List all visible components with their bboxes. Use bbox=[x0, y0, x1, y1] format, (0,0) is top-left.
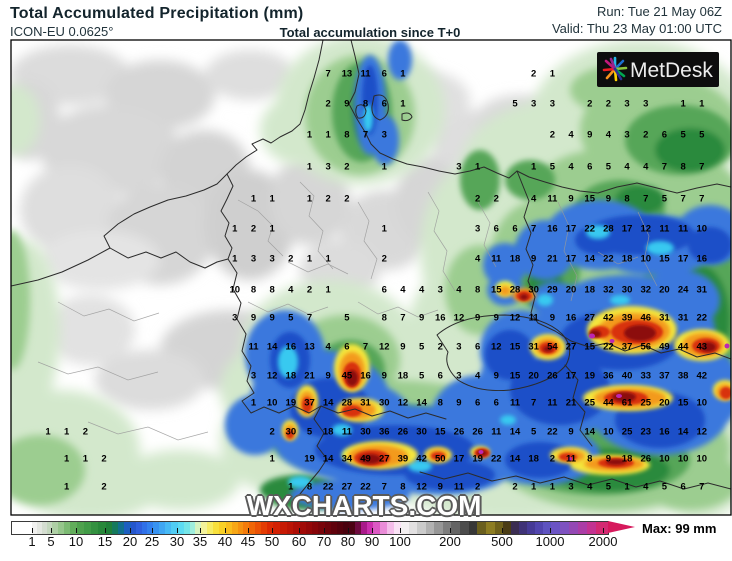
magenta-layer bbox=[478, 333, 730, 461]
colorbar-tick bbox=[76, 528, 77, 533]
colorbar-tick bbox=[152, 528, 153, 533]
colorbar-label: 40 bbox=[217, 534, 233, 549]
colorbar-label: 15 bbox=[97, 534, 113, 549]
colorbar-tick bbox=[272, 528, 273, 533]
page-title: Total Accumulated Precipitation (mm) bbox=[10, 5, 304, 22]
colorbar-label: 200 bbox=[439, 534, 461, 549]
colorbar-tick bbox=[177, 528, 178, 533]
colorbar-tick bbox=[130, 528, 131, 533]
colorbar-tick bbox=[603, 528, 604, 533]
colorbar-label: 45 bbox=[240, 534, 256, 549]
country-borders bbox=[11, 40, 731, 495]
colorbar-arrow bbox=[608, 521, 635, 533]
dark-red-layer bbox=[346, 294, 716, 465]
colorbar-label: 80 bbox=[340, 534, 356, 549]
colorbar-label: 500 bbox=[491, 534, 513, 549]
colorbar-label: 70 bbox=[316, 534, 332, 549]
colorbar-gradient bbox=[11, 521, 609, 535]
colorbar-tick bbox=[372, 528, 373, 533]
colorbar-tick bbox=[502, 528, 503, 533]
colorbar-label: 35 bbox=[192, 534, 208, 549]
internal-borders bbox=[37, 181, 658, 441]
colorbar-label: 10 bbox=[68, 534, 84, 549]
metdesk-star-icon bbox=[602, 56, 628, 82]
run-time-label: Run: Tue 21 May 06Z bbox=[596, 4, 722, 19]
colorbar-label: 30 bbox=[169, 534, 185, 549]
colorbar-label: 2000 bbox=[588, 534, 618, 549]
valid-time-label: Valid: Thu 23 May 01:00 UTC bbox=[551, 21, 722, 36]
max-value-label: Max: 99 mm bbox=[642, 521, 717, 536]
colorbar-label: 90 bbox=[364, 534, 380, 549]
colorbar-tick bbox=[200, 528, 201, 533]
colorbar-label: 1000 bbox=[535, 534, 565, 549]
colorbar-tick bbox=[248, 528, 249, 533]
colorbar-label: 1 bbox=[28, 534, 36, 549]
colorbar-label: 5 bbox=[47, 534, 55, 549]
colorbar-tick bbox=[550, 528, 551, 533]
colorbar-label: 25 bbox=[144, 534, 160, 549]
colorbar-label: 20 bbox=[122, 534, 138, 549]
colorbar-label: 60 bbox=[291, 534, 307, 549]
cyan-layer bbox=[278, 104, 674, 488]
map-frame bbox=[10, 39, 732, 516]
colorbar-tick bbox=[105, 528, 106, 533]
metdesk-logo: MetDesk bbox=[597, 52, 719, 87]
colorbar-tick bbox=[450, 528, 451, 533]
colorbar-tick bbox=[348, 528, 349, 533]
metdesk-logo-text: MetDesk bbox=[630, 59, 713, 82]
accumulation-subtitle: Total accumulation since T+0 bbox=[279, 25, 461, 40]
colorbar-label: 50 bbox=[264, 534, 280, 549]
colorbar-tick bbox=[51, 528, 52, 533]
colorbar-tick bbox=[400, 528, 401, 533]
model-label: ICON-EU 0.0625° bbox=[10, 24, 114, 39]
watermark: WXCHARTS.COM bbox=[246, 490, 482, 521]
colorbar-tick bbox=[32, 528, 33, 533]
map-layers bbox=[11, 40, 731, 515]
colorbar-tick bbox=[299, 528, 300, 533]
colorbar-tick bbox=[324, 528, 325, 533]
colorbar-label: 100 bbox=[389, 534, 411, 549]
colorbar-tick bbox=[225, 528, 226, 533]
